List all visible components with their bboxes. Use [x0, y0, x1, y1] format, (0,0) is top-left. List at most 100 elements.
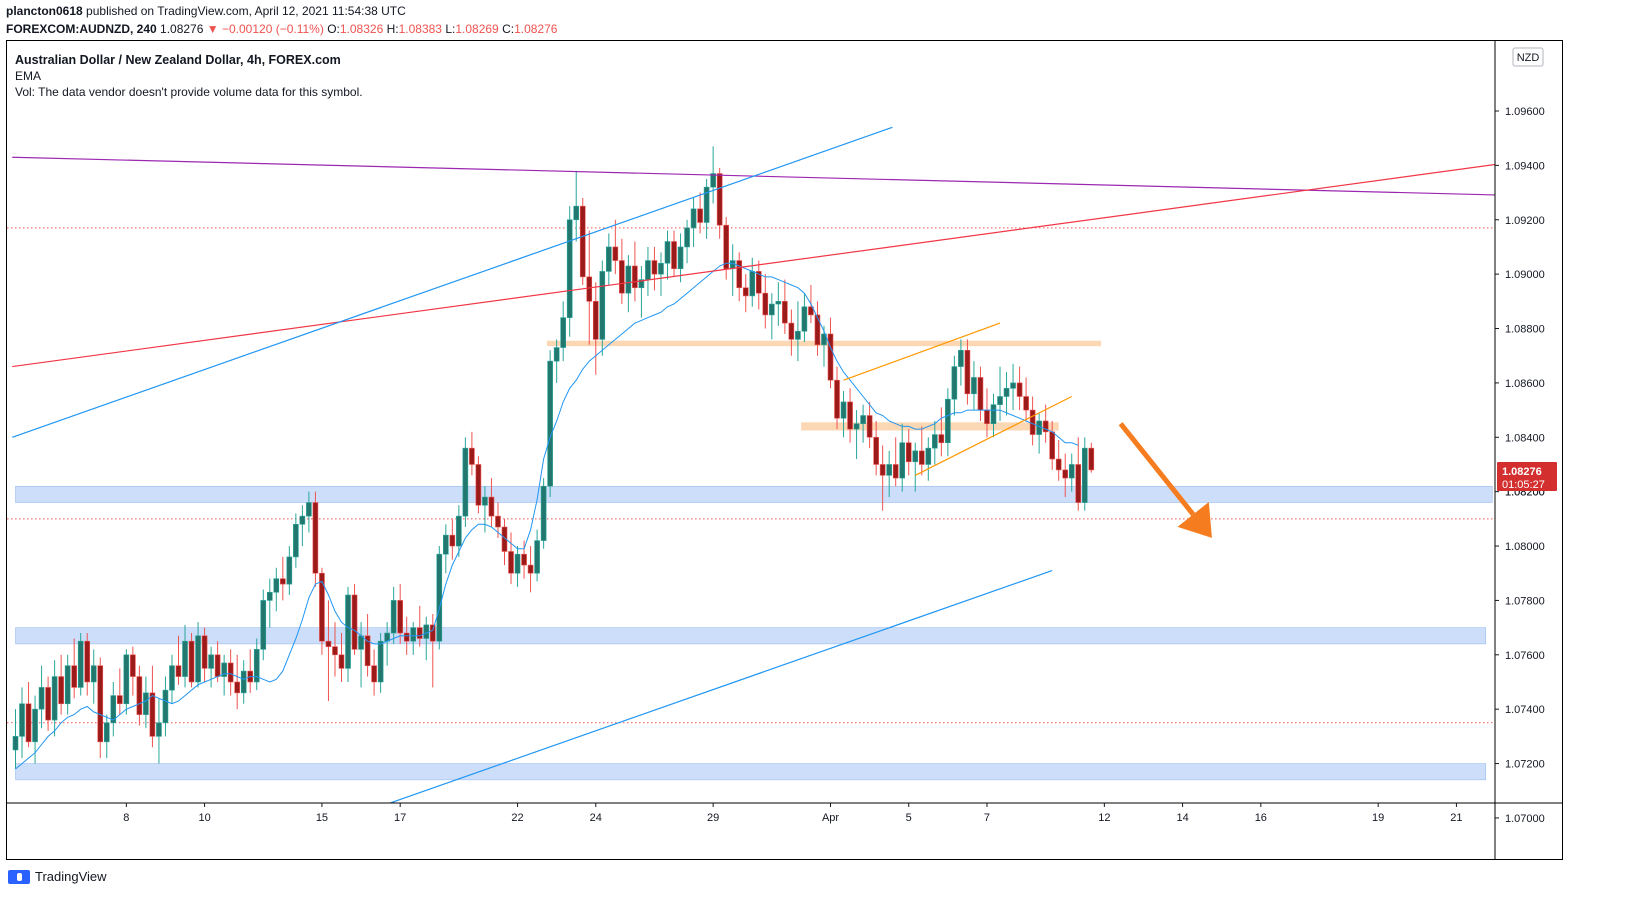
currency-label: NZD [1517, 52, 1540, 64]
bear-candle [1023, 396, 1029, 411]
bull-candle [860, 415, 866, 424]
bear-candle [579, 205, 586, 278]
bear-candle [697, 208, 703, 223]
footer-brand: TradingView [35, 869, 107, 884]
legend-ema[interactable]: EMA [15, 69, 42, 83]
bull-candle [553, 347, 560, 362]
bull-candle [951, 366, 958, 400]
bull-candle [240, 670, 247, 694]
bear-candle [632, 265, 638, 289]
bull-candle [162, 689, 169, 724]
forecast-arrow-icon [1177, 501, 1212, 538]
bear-candle [475, 464, 482, 506]
blue-zone [15, 627, 1487, 645]
bear-candle [1055, 458, 1062, 471]
bull-candle [638, 279, 645, 289]
bear-candle [716, 173, 723, 226]
bear-candle [879, 464, 886, 476]
tradingview-logo-icon [8, 869, 30, 884]
bear-candle [847, 401, 853, 430]
price-tick-label: 1.09200 [1505, 215, 1545, 227]
publish-header: plancton0618 published on TradingView.co… [6, 4, 406, 18]
bear-candle [651, 260, 658, 275]
bear-candle [488, 496, 495, 517]
bear-candle [977, 377, 984, 411]
chart-legend: Australian Dollar / New Zealand Dollar, … [15, 52, 363, 100]
bull-candle [540, 485, 547, 541]
bull-candle [990, 404, 997, 424]
high-label: H: [386, 22, 399, 36]
high-value: 1.08383 [398, 22, 442, 36]
bear-candle [58, 676, 64, 705]
price-tick-label: 1.07600 [1505, 650, 1545, 662]
bear-candle [905, 442, 912, 463]
time-tick-label: 19 [1372, 812, 1384, 824]
bull-candle [710, 173, 716, 188]
time-tick-label: 15 [316, 812, 328, 824]
time-tick-label: 17 [394, 812, 406, 824]
bull-candle [625, 265, 632, 294]
price-tick-label: 1.09400 [1505, 160, 1545, 172]
low-label: L: [445, 22, 456, 36]
orange-wedge-upper [843, 322, 1001, 381]
bear-candle [175, 665, 182, 677]
bear-candle [1016, 382, 1023, 397]
bear-candle [25, 703, 32, 743]
blue-channel-upper [12, 126, 893, 438]
last-price-label: 1.08276 [1502, 466, 1542, 478]
bull-candle [997, 396, 1003, 405]
price-tick-label: 1.09600 [1505, 106, 1545, 118]
bear-candle [827, 333, 834, 381]
bear-candle [319, 572, 325, 642]
bear-candle [866, 415, 873, 438]
bull-candle [266, 591, 273, 601]
bear-candle [782, 301, 788, 324]
bull-candle [677, 246, 684, 270]
bull-candle [410, 627, 417, 642]
price-tick-label: 1.07200 [1505, 759, 1545, 771]
bear-candle [338, 654, 345, 669]
bull-candle [423, 624, 430, 639]
currency-badge[interactable] [1512, 47, 1544, 67]
price-change: ▼ −0.00120 (−0.11%) [206, 22, 324, 36]
time-tick-label: 10 [198, 812, 210, 824]
bear-candle [71, 665, 77, 688]
bear-candle [834, 379, 840, 419]
price-tick-label: 1.08600 [1505, 378, 1545, 390]
bull-candle [573, 205, 580, 221]
bull-candle [286, 556, 293, 585]
time-tick-label: 8 [123, 812, 129, 824]
ema-line [15, 262, 1079, 770]
last-price: 1.08276 [160, 22, 204, 36]
bear-candle [97, 665, 104, 743]
bear-candle [619, 260, 625, 294]
bull-candle [51, 676, 58, 721]
bull-candle [221, 662, 227, 677]
last-price-badge [1497, 461, 1557, 491]
bear-candle [449, 534, 456, 547]
bull-candle [534, 540, 540, 574]
plot-area[interactable] [7, 126, 1509, 831]
bull-candle [377, 640, 384, 683]
bear-candle [1062, 469, 1069, 479]
author-name[interactable]: plancton0618 [6, 4, 83, 18]
bear-candle [1049, 431, 1055, 460]
bear-candle [117, 695, 123, 705]
bear-candle [214, 654, 221, 677]
price-tick-label: 1.07800 [1505, 595, 1545, 607]
bull-candle [1081, 447, 1088, 503]
time-tick-label: 22 [511, 812, 523, 824]
published-text: published on TradingView.com, April 12, … [86, 4, 406, 18]
legend-volume: Vol: The data vendor doesn't provide vol… [15, 85, 363, 99]
bear-candle [527, 564, 534, 574]
bull-candle [299, 515, 306, 525]
bull-candle [932, 434, 938, 449]
bear-candle [1088, 447, 1095, 471]
bear-candle [521, 553, 527, 566]
bull-candle [547, 360, 553, 487]
bear-candle [364, 635, 371, 666]
bear-candle [149, 692, 156, 737]
bull-candle [273, 578, 280, 593]
bear-candle [495, 515, 501, 528]
